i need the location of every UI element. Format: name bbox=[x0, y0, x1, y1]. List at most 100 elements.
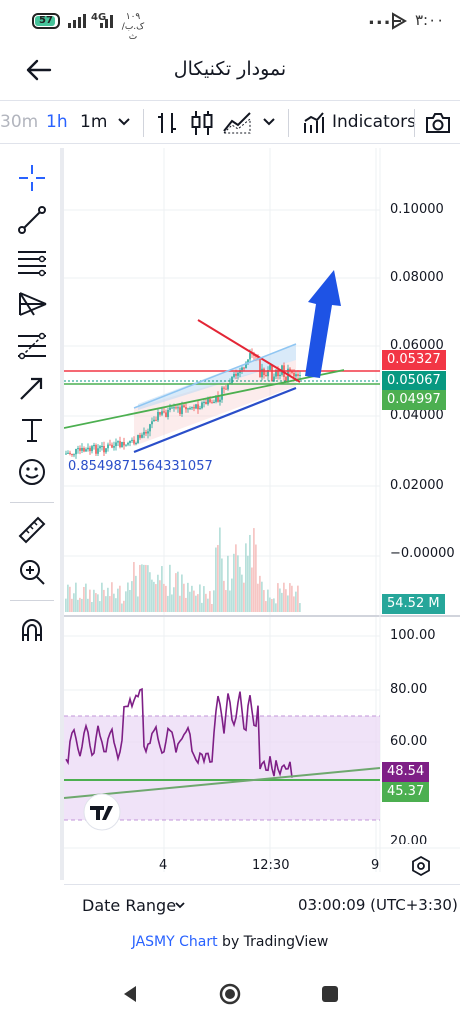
ruler-tool[interactable] bbox=[14, 512, 50, 548]
text-tool[interactable] bbox=[14, 412, 50, 448]
gann-tool[interactable] bbox=[14, 286, 50, 322]
candle-body bbox=[169, 407, 171, 411]
chart-area[interactable]: 0.10000 0.08000 0.06000 0.04000 0.02000 … bbox=[64, 148, 460, 880]
volume-bar bbox=[123, 600, 125, 612]
candle-body bbox=[279, 374, 281, 377]
volume-bar bbox=[75, 582, 77, 612]
home-icon[interactable] bbox=[219, 983, 241, 1005]
target-arrow[interactable] bbox=[305, 270, 341, 378]
clock: ۳:۰۰ bbox=[415, 11, 445, 29]
volume-bar bbox=[159, 580, 161, 612]
chevron-down-icon[interactable] bbox=[174, 901, 186, 911]
candle-body bbox=[127, 442, 129, 445]
volume-bar bbox=[235, 544, 237, 612]
candle-body bbox=[109, 444, 111, 446]
candle-body bbox=[245, 362, 247, 369]
chevron-down-icon[interactable] bbox=[117, 117, 131, 127]
candle-body bbox=[249, 353, 251, 360]
crosshair-tool[interactable] bbox=[14, 160, 50, 196]
candle-body bbox=[187, 408, 189, 410]
candle-body bbox=[157, 412, 159, 421]
magnet-icon bbox=[22, 619, 42, 641]
candle-body bbox=[285, 376, 287, 382]
volume-bar bbox=[223, 580, 225, 612]
back-arrow-icon[interactable] bbox=[24, 56, 52, 84]
volume-bar bbox=[281, 592, 283, 612]
candle-body bbox=[205, 402, 207, 405]
chart-canvas[interactable] bbox=[64, 148, 460, 880]
time-label: 4 bbox=[159, 858, 168, 873]
volume-bar bbox=[291, 585, 293, 612]
candle-body bbox=[237, 372, 239, 376]
area-chart-icon[interactable] bbox=[222, 111, 252, 135]
volume-bar bbox=[125, 591, 127, 612]
volume-bar bbox=[113, 593, 115, 612]
interval-1h[interactable]: 1h bbox=[46, 112, 68, 132]
magnet-tool[interactable] bbox=[14, 612, 50, 648]
indicators-icon[interactable] bbox=[302, 111, 326, 135]
symbol-chart-link[interactable]: JASMY Chart bbox=[131, 934, 218, 950]
trend-line-tool[interactable] bbox=[14, 202, 50, 238]
volume-bars bbox=[65, 527, 301, 612]
chevron-down-icon[interactable] bbox=[262, 117, 276, 127]
volume-bar bbox=[205, 593, 207, 612]
volume-bar bbox=[153, 581, 155, 612]
volume-bar bbox=[277, 583, 279, 612]
rsi-label: 80.00 bbox=[390, 682, 428, 697]
candle-body bbox=[135, 442, 137, 444]
back-icon[interactable] bbox=[120, 984, 140, 1004]
volume-bar bbox=[105, 596, 107, 612]
interval-1m[interactable]: 1m bbox=[80, 112, 108, 132]
candle-body bbox=[143, 431, 145, 435]
signal-icon bbox=[68, 14, 86, 28]
candle-body bbox=[277, 369, 279, 377]
indicators-button[interactable]: Indicators bbox=[332, 112, 416, 132]
candle-body bbox=[101, 446, 103, 448]
ruler-icon bbox=[18, 516, 46, 544]
fib-tool[interactable] bbox=[14, 328, 50, 364]
recents-icon[interactable] bbox=[321, 985, 339, 1003]
volume-bar bbox=[261, 581, 263, 612]
camera-icon[interactable] bbox=[424, 111, 452, 135]
candle-body bbox=[289, 368, 291, 371]
volume-bar bbox=[287, 595, 289, 612]
candles-icon[interactable] bbox=[190, 109, 214, 137]
page-title: نمودار تکنیکال bbox=[173, 58, 287, 80]
emoji-tool[interactable] bbox=[14, 454, 50, 490]
smiley-icon bbox=[19, 459, 45, 485]
date-range-button[interactable]: Date Range bbox=[82, 896, 177, 915]
zoom-tool[interactable] bbox=[14, 554, 50, 590]
candle-body bbox=[79, 448, 81, 451]
volume-bar bbox=[137, 596, 139, 612]
volume-bar bbox=[163, 583, 165, 612]
volume-bar bbox=[147, 565, 149, 612]
candle-body bbox=[293, 372, 295, 377]
time-label: 12:30 bbox=[252, 858, 290, 873]
volume-bar bbox=[81, 598, 83, 612]
volume-bar bbox=[167, 595, 169, 612]
bar-chart-icon[interactable] bbox=[156, 111, 178, 135]
rsi-trendline bbox=[64, 767, 381, 799]
volume-bar bbox=[129, 589, 131, 612]
interval-30m[interactable]: 30m bbox=[0, 112, 39, 132]
volume-bar bbox=[197, 594, 199, 612]
volume-bar bbox=[143, 564, 145, 612]
volume-bar bbox=[99, 601, 101, 612]
fib-retracement-icon bbox=[18, 332, 46, 360]
volume-bar bbox=[259, 575, 261, 612]
candle-body bbox=[271, 365, 273, 382]
volume-bar bbox=[183, 583, 185, 612]
arrow-tool[interactable] bbox=[14, 370, 50, 406]
volume-bar bbox=[73, 593, 75, 612]
status-bar: 57 4G ۱۰۹ ک.ب/ث ... ۳:۰۰ bbox=[0, 0, 460, 44]
horizontal-lines-tool[interactable] bbox=[14, 244, 50, 280]
candle-body bbox=[241, 367, 243, 371]
candle-body bbox=[247, 359, 249, 363]
volume-bar bbox=[245, 543, 247, 612]
volume-bar bbox=[225, 590, 227, 612]
price-label: 0.10000 bbox=[390, 202, 444, 217]
settings-icon[interactable] bbox=[410, 855, 432, 877]
volume-bar bbox=[251, 567, 253, 612]
volume-bar bbox=[117, 588, 119, 612]
utc-clock[interactable]: 03:00:09 (UTC+3:30) bbox=[298, 896, 458, 914]
